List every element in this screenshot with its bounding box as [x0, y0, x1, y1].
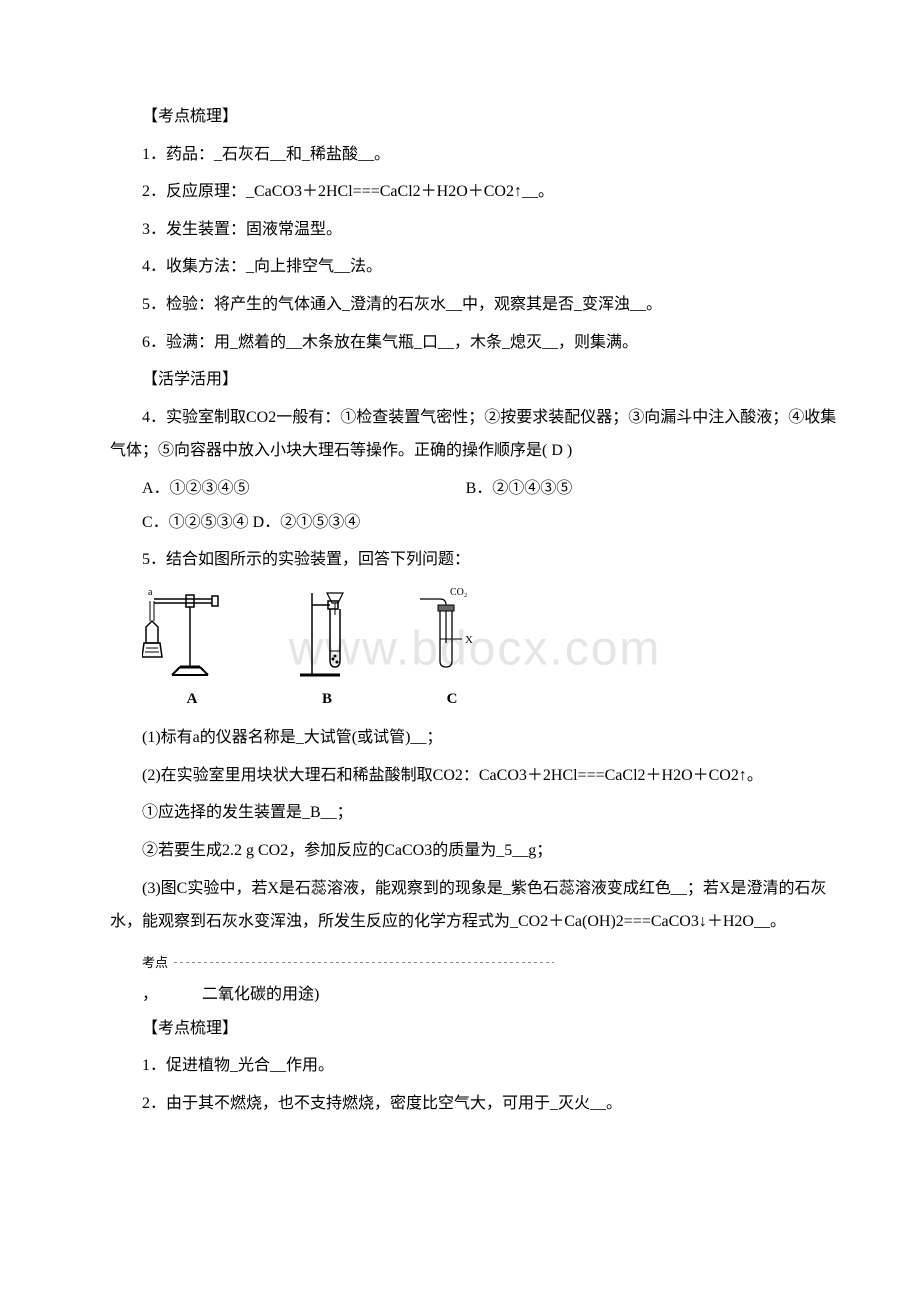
diagram-label-c: C [447, 684, 458, 716]
x-label: X [465, 634, 473, 646]
divider-line [174, 962, 554, 963]
co2-label: CO₂ [450, 587, 467, 598]
q4-option-b: B．②①④③⑤ [434, 472, 573, 506]
diagram-section: www.bdocx.com a A [110, 585, 840, 716]
question-5: 5．结合如图所示的实验装置，回答下列问题： [110, 543, 840, 577]
topic-header-label: 考点 [142, 949, 168, 976]
q5-answer-2-2: ②若要生成2.2 g CO2，参加反应的CaCO3的质量为_5__g； [110, 834, 840, 868]
review2-item-2: 2．由于其不燃烧，也不支持燃烧，密度比空气大，可用于_灭火__。 [110, 1087, 840, 1121]
diagram-row: a A [142, 585, 840, 716]
q5-answer-1: (1)标有a的仪器名称是_大试管(或试管)__； [110, 721, 840, 755]
topic-comma: ， [142, 986, 158, 1003]
topic-divider: 考点 [142, 949, 840, 976]
review-item-1: 1．药品：_石灰石__和_稀盐酸__。 [110, 138, 840, 172]
q4-option-cd: C．①②⑤③④ D．②①⑤③④ [110, 506, 840, 540]
review-item-3: 3．发生装置：固液常温型。 [110, 213, 840, 247]
review-title: 【考点梳理】 [110, 100, 840, 134]
diagram-label-b: B [322, 684, 332, 716]
diagram-label-a: A [187, 684, 198, 716]
practice-title: 【活学活用】 [110, 363, 840, 397]
review2-item-1: 1．促进植物_光合__作用。 [110, 1049, 840, 1083]
q5-answer-3: (3)图C实验中，若X是石蕊溶液，能观察到的现象是_紫色石蕊溶液变成红色__；若… [110, 872, 840, 939]
q5-answer-2-1: ①应选择的发生装置是_B__； [110, 796, 840, 830]
q4-option-row-1: A．①②③④⑤ B．②①④③⑤ [110, 472, 840, 506]
review-item-4: 4．收集方法：_向上排空气__法。 [110, 250, 840, 284]
apparatus-a-svg: a [142, 585, 242, 680]
review-item-6: 6．验满：用_燃着的__木条放在集气瓶_口__，木条_熄灭__，则集满。 [110, 326, 840, 360]
diagram-a: a A [142, 585, 242, 716]
diagram-c: CO₂ X C [412, 585, 492, 716]
topic-title: 二氧化碳的用途) [202, 986, 319, 1003]
review-item-2: 2．反应原理：_CaCO3＋2HCl===CaCl2＋H2O＋CO2↑__。 [110, 175, 840, 209]
diagram-b: B [282, 585, 372, 716]
q4-option-a: A．①②③④⑤ [142, 480, 250, 497]
label-a-small: a [148, 587, 153, 598]
apparatus-b-svg [282, 585, 372, 680]
topic-title-row: ， 二氧化碳的用途) [110, 978, 840, 1012]
apparatus-c-svg: CO₂ X [412, 585, 492, 680]
review-item-5: 5．检验：将产生的气体通入_澄清的石灰水__中，观察其是否_变浑浊__。 [110, 288, 840, 322]
review2-title: 【考点梳理】 [110, 1012, 840, 1046]
q5-answer-2: (2)在实验室里用块状大理石和稀盐酸制取CO2：CaCO3＋2HCl===CaC… [110, 759, 840, 793]
question-4: 4．实验室制取CO2一般有：①检查装置气密性；②按要求装配仪器；③向漏斗中注入酸… [110, 401, 840, 468]
